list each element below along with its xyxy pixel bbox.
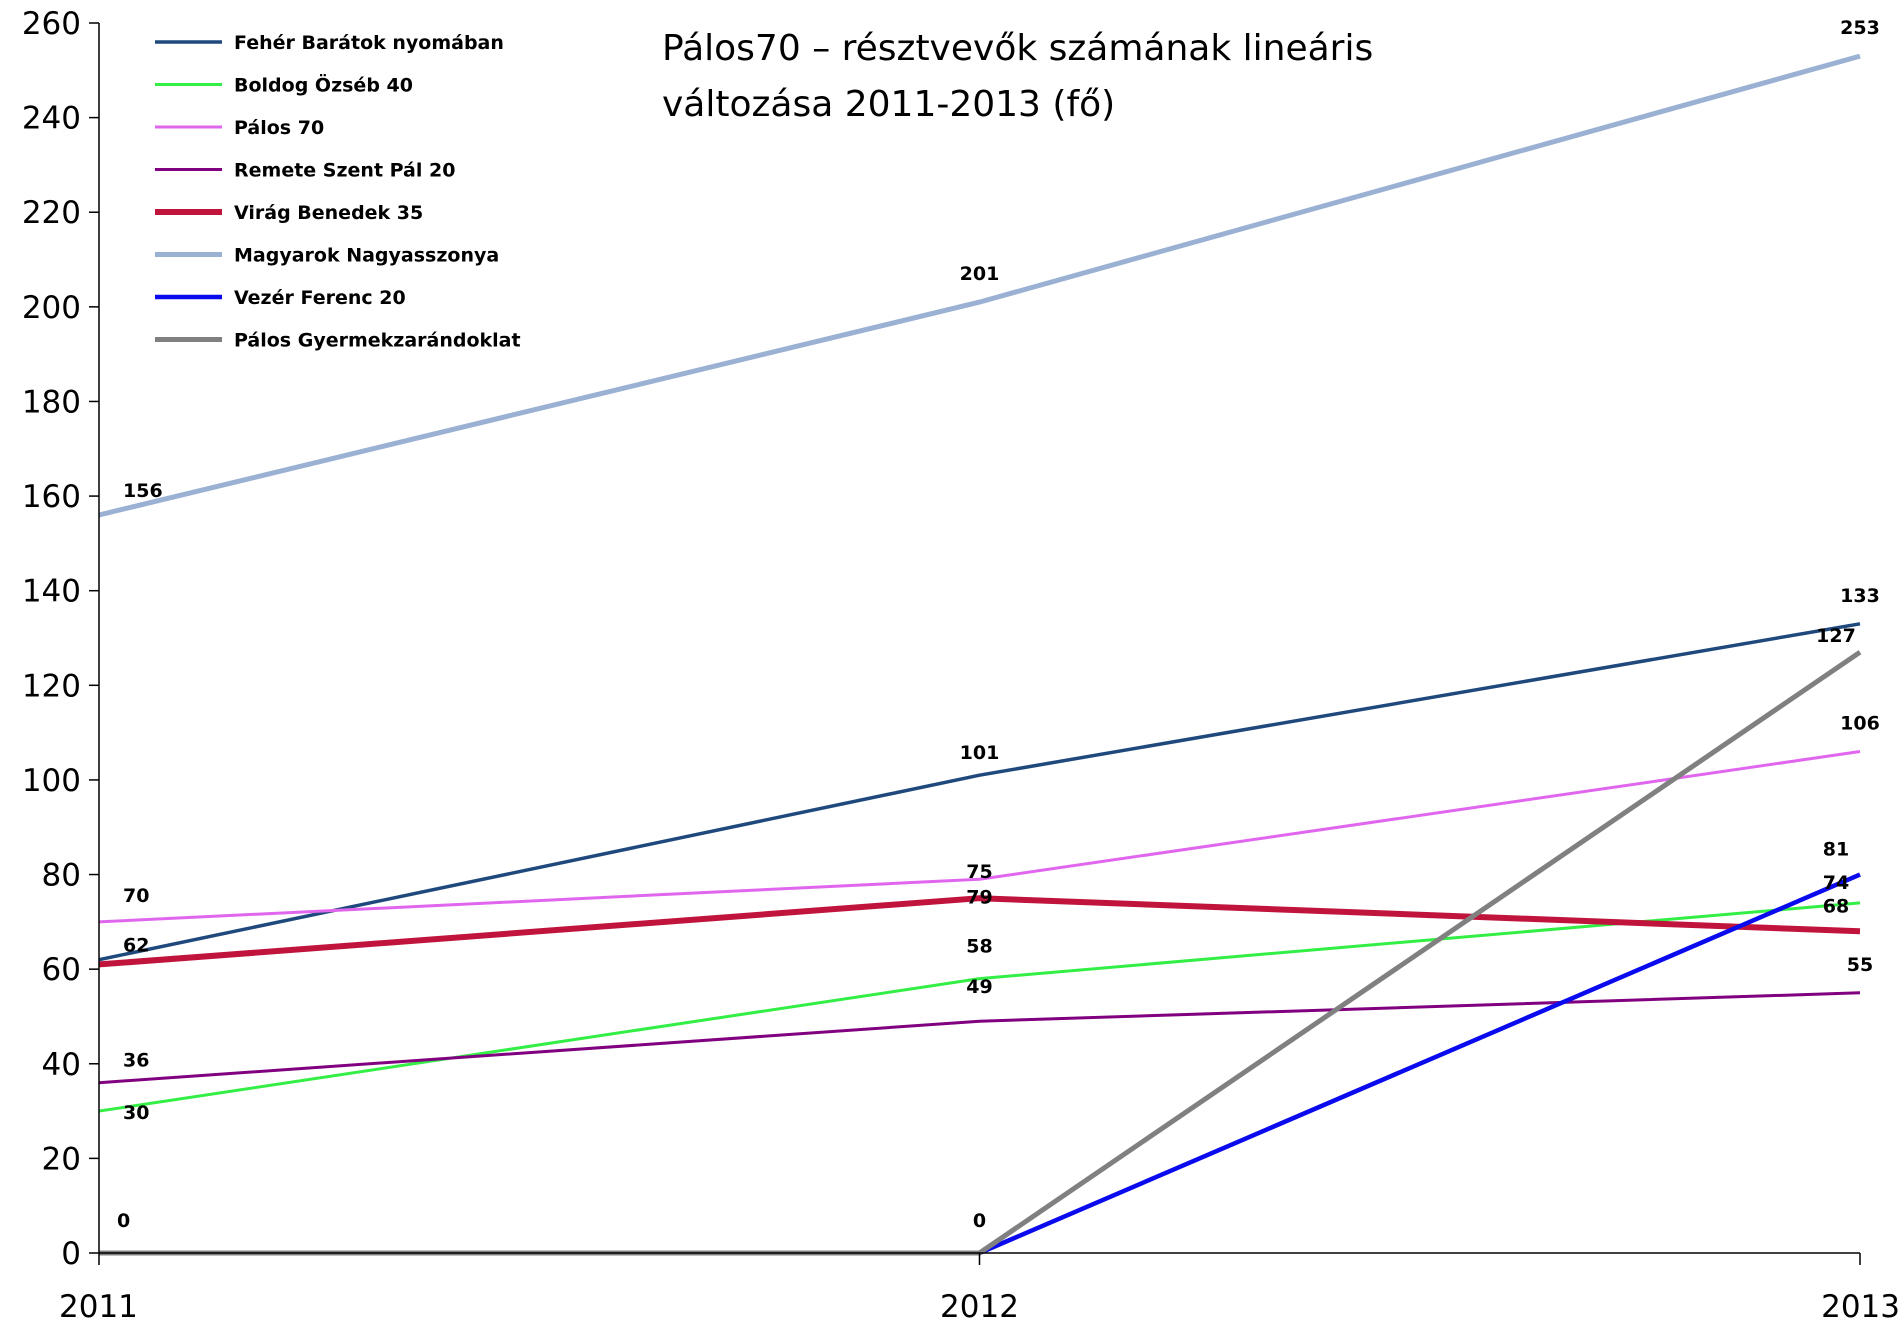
y-tick-label: 160 <box>22 479 81 515</box>
data-label: 70 <box>123 885 149 907</box>
y-axis-ticks: 0 20 40 60 80 100 120 140 160 180 200 220 240 260 <box>22 6 99 1272</box>
data-label: 55 <box>1847 954 1873 976</box>
y-tick-label: 180 <box>22 384 81 420</box>
data-label: 75 <box>966 861 992 883</box>
y-tick-label: 80 <box>42 858 81 894</box>
data-label: 62 <box>123 935 149 957</box>
data-label: 49 <box>966 976 992 998</box>
legend-label: Boldog Özséb 40 <box>234 73 413 97</box>
series-layer <box>98 53 1862 1256</box>
y-tick-label: 100 <box>22 763 81 799</box>
y-tick-label: 120 <box>22 668 81 704</box>
data-label: 79 <box>966 886 992 908</box>
data-label: 133 <box>1840 585 1880 607</box>
x-axis-ticks: 2011 2012 2013 <box>59 1253 1900 1325</box>
y-tick-label: 20 <box>42 1141 81 1177</box>
series-line <box>98 901 1861 1113</box>
data-label: 127 <box>1816 625 1856 647</box>
legend-label: Magyarok Nagyasszonya <box>234 245 499 267</box>
legend: Fehér Barátok nyomában Boldog Özséb 40 Pál… <box>155 32 521 352</box>
data-labels: 62 101 133 30 58 74 70 79 106 36 49 55 75 68 156 201 253… <box>117 17 1880 1232</box>
data-label: 106 <box>1840 713 1880 735</box>
data-label: 201 <box>960 263 1000 285</box>
legend-label: Pálos Gyermekzarándoklat <box>234 330 521 352</box>
series-line <box>98 750 1861 924</box>
data-label: 156 <box>123 480 163 502</box>
series-line <box>978 872 1861 1256</box>
legend-label: Fehér Barátok nyomában <box>234 32 504 54</box>
series-line <box>98 895 1861 968</box>
y-tick-label: 240 <box>22 101 81 137</box>
y-tick-label: 60 <box>42 952 81 988</box>
legend-label: Remete Szent Pál 20 <box>234 160 455 182</box>
chart-title: Pálos70 – résztvevők számának lineáris v… <box>662 28 1385 125</box>
data-label: 36 <box>123 1050 149 1072</box>
y-tick-label: 220 <box>22 195 81 231</box>
legend-label: Pálos 70 <box>234 117 324 139</box>
data-label: 0 <box>117 1210 130 1232</box>
data-label: 0 <box>973 1210 986 1232</box>
chart-title-line-2: változása 2011-2013 (fő) <box>662 84 1115 125</box>
legend-label: Virág Benedek 35 <box>234 202 423 224</box>
y-tick-label: 140 <box>22 574 81 610</box>
x-tick-label: 2012 <box>940 1289 1019 1325</box>
legend-label: Vezér Ferenc 20 <box>234 287 406 309</box>
y-tick-label: 260 <box>22 6 81 42</box>
x-tick-label: 2013 <box>1821 1289 1900 1325</box>
data-label: 30 <box>123 1102 149 1124</box>
chart-title-line-1: Pálos70 – résztvevők számának lineáris <box>662 28 1373 69</box>
data-label: 58 <box>966 936 992 958</box>
series-line <box>98 53 1861 518</box>
series-line <box>98 622 1861 962</box>
data-label: 253 <box>1840 17 1880 39</box>
y-tick-label: 0 <box>61 1236 81 1272</box>
series-line <box>98 991 1861 1085</box>
data-label: 68 <box>1823 895 1849 917</box>
data-label: 81 <box>1823 839 1849 861</box>
data-label: 101 <box>960 742 1000 764</box>
x-tick-label: 2011 <box>59 1289 138 1325</box>
data-label: 74 <box>1823 872 1849 894</box>
y-tick-label: 200 <box>22 290 81 326</box>
y-tick-label: 40 <box>42 1047 81 1083</box>
